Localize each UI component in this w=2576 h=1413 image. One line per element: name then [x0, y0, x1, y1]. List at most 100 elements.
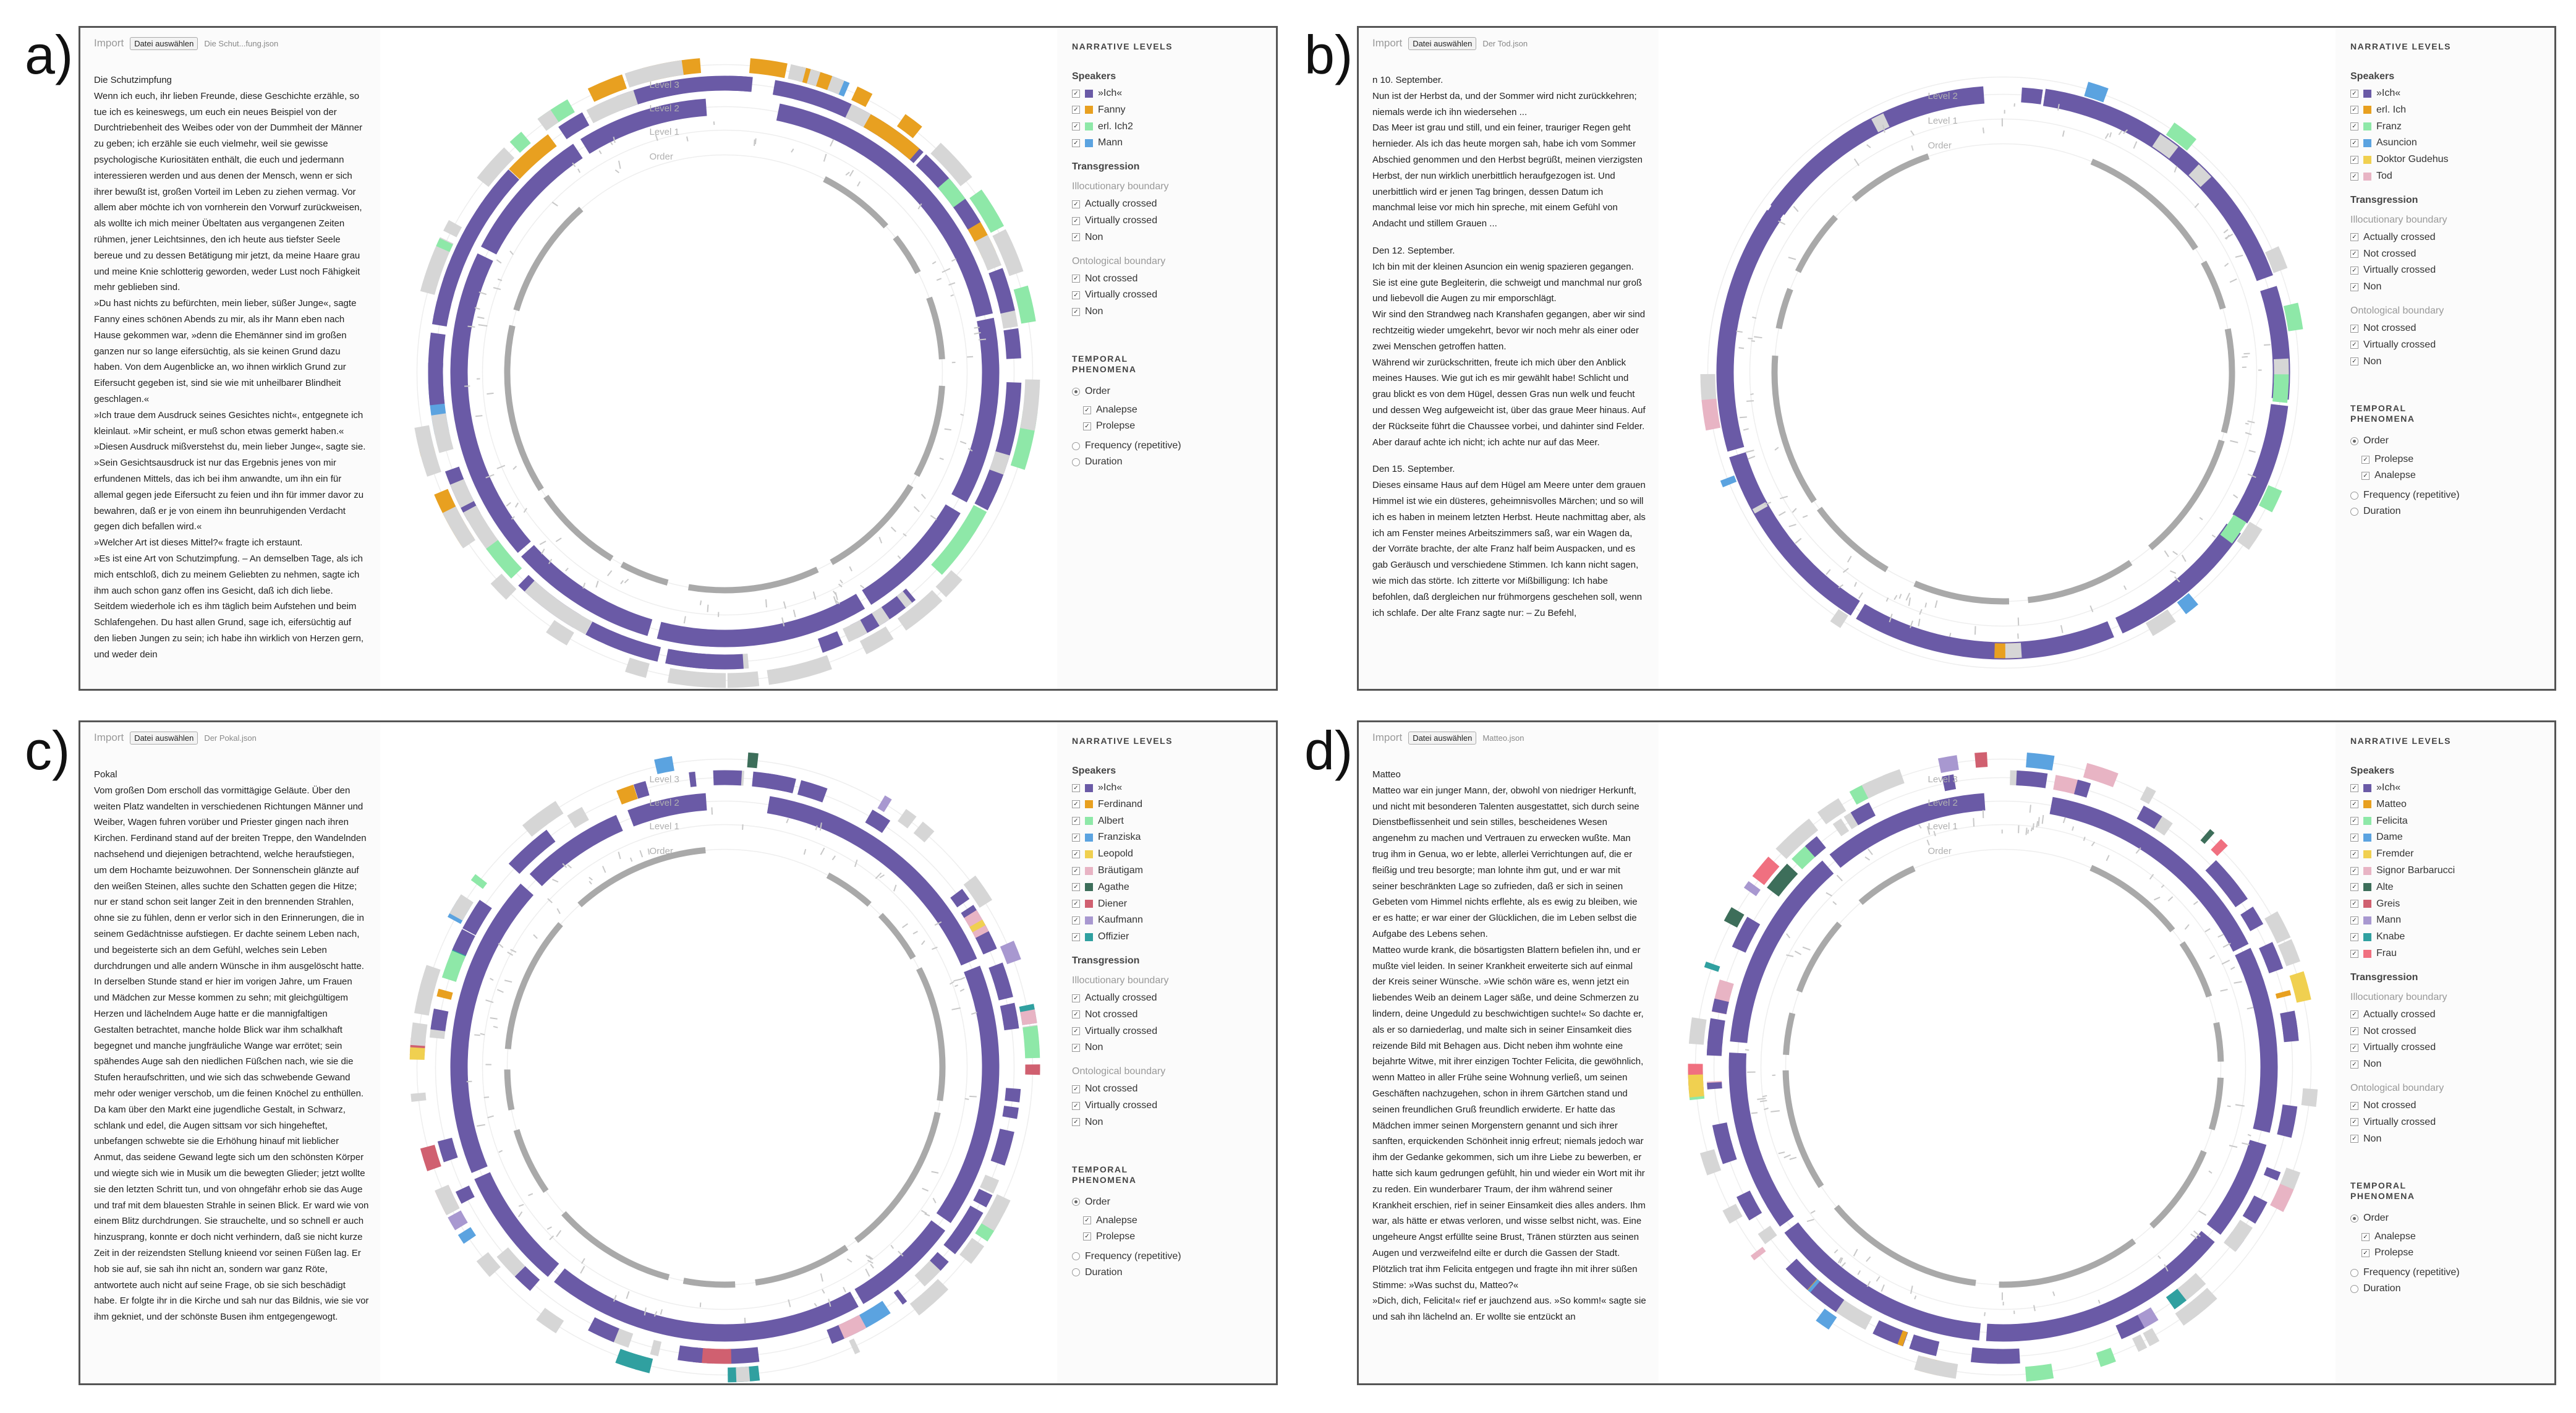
speaker-segment[interactable]	[1937, 755, 1959, 774]
checkbox[interactable]: ✓	[1072, 883, 1080, 892]
checkbox[interactable]: ✓	[2361, 471, 2370, 480]
order-segment[interactable]	[2149, 1150, 2207, 1229]
speaker-segment-ich[interactable]	[580, 98, 707, 154]
checkbox[interactable]: ✓	[2350, 172, 2358, 181]
speaker-segment[interactable]	[772, 655, 832, 685]
ontological-toggle[interactable]: ✓ Non	[1072, 1117, 1103, 1128]
order-segment[interactable]	[1796, 921, 1842, 993]
speaker-segment[interactable]	[1975, 752, 1988, 768]
checkbox[interactable]: ✓	[1072, 1027, 1080, 1036]
speaker-segment[interactable]	[990, 1129, 1014, 1166]
radio[interactable]	[1072, 458, 1080, 466]
checkbox[interactable]: ✓	[2350, 266, 2358, 275]
speaker-segment[interactable]	[2275, 989, 2292, 999]
order-segment[interactable]	[2201, 260, 2226, 310]
speaker-segment[interactable]	[1701, 398, 1721, 431]
checkbox[interactable]: ✓	[2361, 455, 2370, 464]
speaker-segment[interactable]	[462, 900, 492, 936]
checkbox[interactable]: ✓	[1072, 106, 1080, 114]
order-segment[interactable]	[2089, 864, 2175, 933]
speaker-segment[interactable]	[2258, 485, 2282, 513]
speaker-segment[interactable]	[2270, 1180, 2295, 1212]
speaker-segment[interactable]	[896, 591, 912, 608]
checkbox[interactable]: ✓	[2350, 817, 2358, 826]
speaker-toggle[interactable]: ✓ Mann	[2350, 915, 2401, 926]
speaker-segment[interactable]	[1716, 1140, 1737, 1164]
speaker-segment[interactable]	[2034, 639, 2053, 657]
speaker-toggle[interactable]: ✓ erl. Ich2	[1072, 121, 1133, 132]
order-sub-toggle[interactable]: ✓ Prolepse	[1083, 1231, 1135, 1242]
speaker-segment[interactable]	[1752, 502, 1768, 514]
narrative-circle-view[interactable]: Level 2 Level 1 Order	[1659, 28, 2336, 689]
checkbox[interactable]: ✓	[2350, 850, 2358, 858]
speaker-segment[interactable]	[2265, 246, 2288, 273]
speaker-segment[interactable]	[443, 202, 495, 284]
checkbox[interactable]: ✓	[2350, 1135, 2358, 1143]
speaker-segment-ich[interactable]	[450, 253, 531, 553]
speaker-segment-ich[interactable]	[1728, 1052, 1794, 1227]
speaker-segment[interactable]	[605, 630, 661, 662]
checkbox[interactable]: ✓	[1072, 850, 1080, 858]
radio[interactable]	[2350, 507, 2358, 516]
text-pane[interactable]: Import Datei auswählen Die Schut...fung.js…	[80, 28, 380, 689]
speaker-segment[interactable]	[508, 839, 544, 874]
speaker-segment[interactable]	[2084, 82, 2109, 103]
checkbox[interactable]: ✓	[2350, 1010, 2358, 1019]
speaker-segment[interactable]	[772, 80, 846, 116]
speaker-segment-ich[interactable]	[1716, 210, 1782, 452]
speaker-segment[interactable]	[807, 69, 821, 87]
order-sub-toggle[interactable]: ✓ Prolepse	[2361, 454, 2413, 465]
speaker-segment[interactable]	[695, 1347, 732, 1364]
speaker-segment[interactable]	[1804, 836, 1826, 858]
speaker-segment[interactable]	[2053, 775, 2080, 795]
speaker-segment[interactable]	[678, 1345, 704, 1364]
speaker-segment[interactable]	[2277, 939, 2301, 967]
speaker-segment[interactable]	[2115, 1315, 2145, 1339]
checkbox[interactable]: ✓	[2350, 1118, 2358, 1127]
speaker-segment[interactable]	[2177, 593, 2198, 615]
speaker-segment[interactable]	[1758, 1226, 1777, 1244]
order-segment[interactable]	[914, 385, 945, 477]
speaker-segment[interactable]	[2132, 1334, 2148, 1352]
speaker-segment[interactable]	[2272, 374, 2289, 403]
speaker-segment[interactable]	[2005, 642, 2022, 659]
speaker-segment[interactable]	[1712, 998, 1729, 1014]
order-sub-toggle[interactable]: ✓ Analepse	[1083, 1215, 1137, 1226]
speaker-segment[interactable]	[938, 178, 966, 208]
speaker-segment-ich[interactable]	[529, 814, 623, 887]
speaker-segment[interactable]	[2203, 179, 2226, 203]
checkbox[interactable]: ✓	[1072, 233, 1080, 242]
speaker-segment[interactable]	[527, 813, 547, 834]
checkbox[interactable]: ✓	[1072, 833, 1080, 842]
speaker-segment[interactable]	[1812, 1283, 1834, 1305]
speaker-segment[interactable]	[930, 1252, 949, 1271]
speaker-segment[interactable]	[665, 649, 714, 670]
speaker-segment-ich[interactable]	[1856, 604, 2114, 660]
speaker-segment[interactable]	[633, 80, 676, 105]
speaker-toggle[interactable]: ✓ Franz	[2350, 121, 2402, 132]
checkbox[interactable]: ✓	[2361, 1249, 2370, 1257]
speaker-segment[interactable]	[963, 875, 993, 908]
order-segment[interactable]	[2090, 158, 2198, 250]
speaker-segment[interactable]	[851, 86, 873, 108]
speaker-segment[interactable]	[1835, 1299, 1872, 1330]
checkbox[interactable]: ✓	[2350, 933, 2358, 941]
speaker-toggle[interactable]: ✓ Felicita	[2350, 816, 2408, 827]
illocutionary-toggle[interactable]: ✓ Non	[1072, 232, 1103, 243]
checkbox[interactable]: ✓	[2350, 900, 2358, 908]
speaker-segment[interactable]	[567, 806, 589, 829]
speaker-segment[interactable]	[736, 1366, 750, 1383]
speaker-segment[interactable]	[410, 1022, 428, 1046]
checkbox[interactable]: ✓	[2350, 1060, 2358, 1069]
frequency-radio[interactable]: Frequency (repetitive)	[1072, 1251, 1181, 1262]
order-segment[interactable]	[1782, 1070, 1824, 1189]
speaker-segment[interactable]	[2083, 762, 2119, 788]
speaker-toggle[interactable]: ✓ »Ich«	[1072, 88, 1122, 99]
speaker-segment[interactable]	[1025, 1064, 1040, 1075]
speaker-segment[interactable]	[435, 1184, 457, 1209]
speaker-segment[interactable]	[2152, 134, 2179, 159]
speaker-segment[interactable]	[428, 362, 445, 406]
speaker-segment[interactable]	[1897, 1330, 1908, 1347]
order-segment[interactable]	[2208, 1077, 2224, 1130]
speaker-segment-ich[interactable]	[450, 883, 533, 1173]
